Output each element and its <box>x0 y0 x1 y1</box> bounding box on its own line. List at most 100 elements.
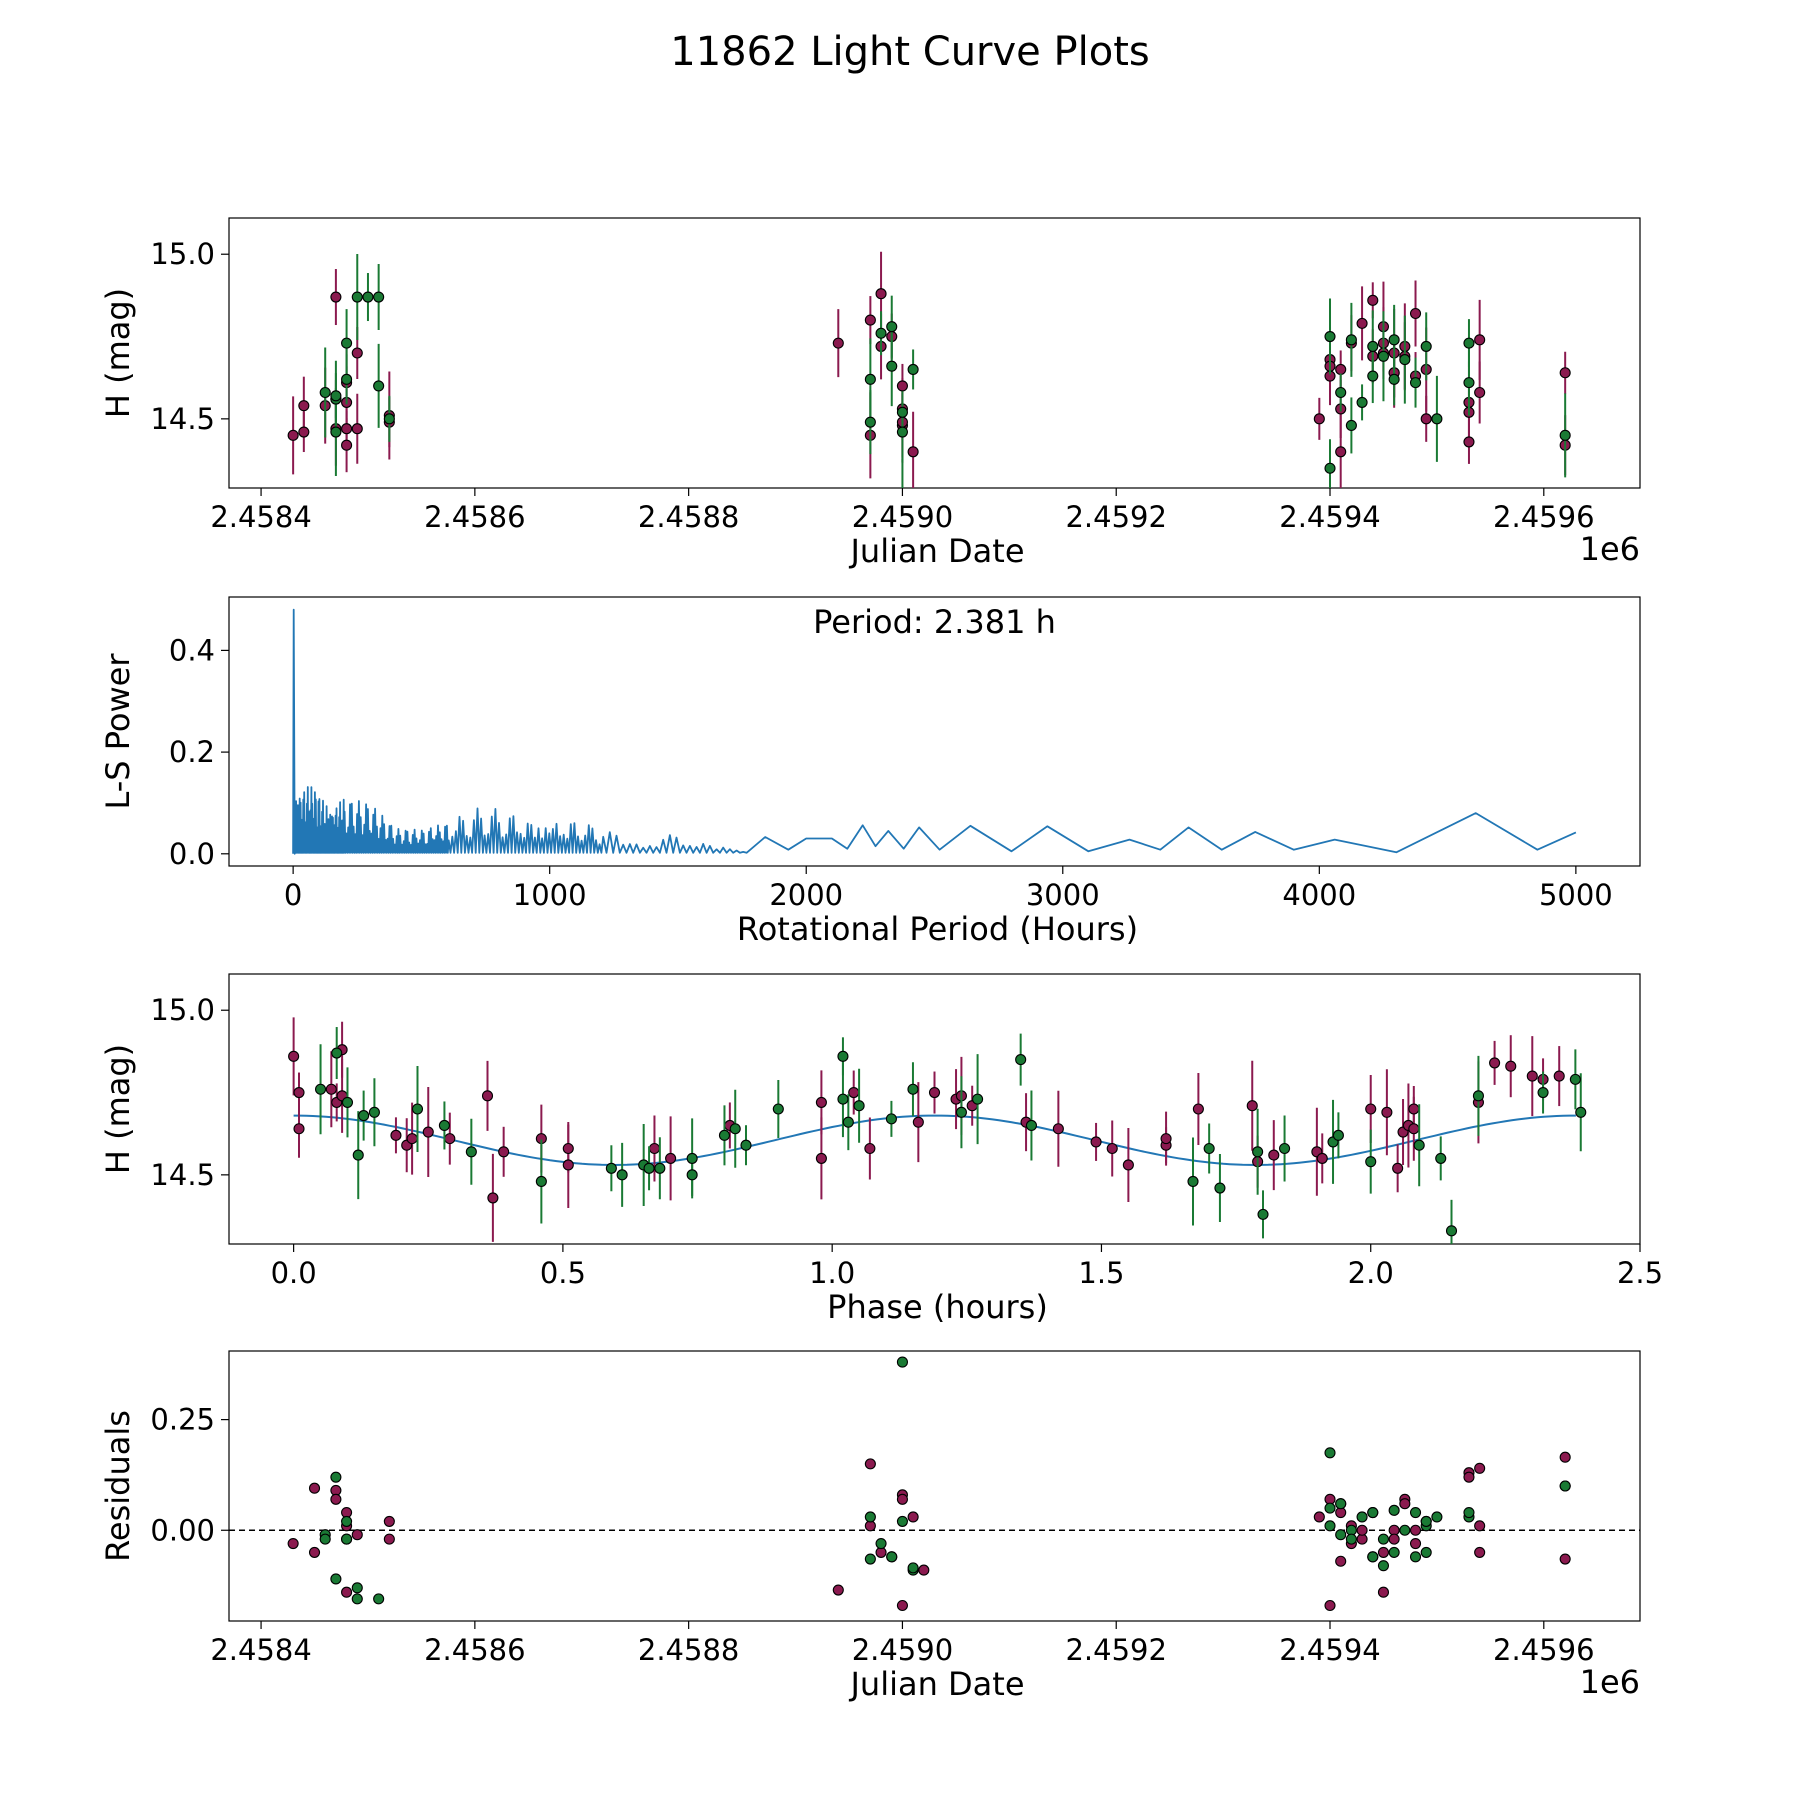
green-point <box>341 1533 353 1545</box>
green-point <box>319 1533 331 1545</box>
green-point <box>686 1152 698 1164</box>
green-point <box>1345 419 1357 431</box>
green-point <box>1367 370 1379 382</box>
magenta-point <box>907 1511 919 1523</box>
y-axis-label: H (mag) <box>99 1044 137 1174</box>
magenta-point <box>1365 1103 1377 1115</box>
green-point <box>1409 377 1422 389</box>
x-axis-label: Julian Date <box>848 532 1024 570</box>
green-point <box>1399 1524 1411 1536</box>
magenta-point <box>341 423 353 435</box>
y-tick-label: 0.4 <box>169 633 215 667</box>
green-point <box>465 1146 477 1158</box>
green-point <box>864 1553 876 1565</box>
magenta-point <box>1463 436 1475 448</box>
panels: 2.4584 2.4586 2.4588 2.4590 2.4592 2.4594 2.45… <box>99 217 1663 1703</box>
green-point <box>864 416 876 428</box>
green-point <box>1537 1086 1549 1099</box>
magenta-point <box>1489 1057 1501 1069</box>
magenta-point <box>308 1546 321 1558</box>
magenta-point <box>383 1533 395 1545</box>
magenta-point <box>287 429 299 441</box>
green-point <box>341 1096 354 1108</box>
green-point <box>315 1083 327 1095</box>
magenta-point <box>1463 1471 1475 1483</box>
magenta-point <box>293 1123 305 1135</box>
magenta-point <box>815 1152 827 1164</box>
magenta-point <box>444 1133 456 1145</box>
magenta-point <box>864 1142 876 1155</box>
green-point <box>330 1573 342 1585</box>
x-tick-label: 2000 <box>769 878 843 912</box>
x-tick-label: 2.4584 <box>210 1633 311 1667</box>
green-point <box>686 1169 698 1181</box>
magenta-point <box>298 426 310 438</box>
y-tick-label: 15.0 <box>150 237 215 271</box>
y-tick-label: 0.2 <box>169 735 215 769</box>
green-point <box>1335 1498 1347 1510</box>
magenta-point <box>648 1142 661 1155</box>
magenta-point <box>896 1599 908 1612</box>
x-tick-label: 1000 <box>513 878 587 912</box>
x-tick-label: 0.0 <box>271 1256 317 1290</box>
y-tick-label: 0.25 <box>150 1403 215 1437</box>
magenta-point <box>1409 1537 1422 1550</box>
green-point <box>1332 1129 1344 1141</box>
green-point <box>1463 1507 1475 1519</box>
magenta-point <box>1316 1152 1328 1164</box>
magenta-point <box>1408 1103 1420 1115</box>
green-point <box>383 413 395 425</box>
magenta-point <box>1313 1511 1325 1523</box>
x-axis-label: Rotational Period (Hours) <box>737 910 1138 948</box>
magenta-point <box>293 1086 305 1099</box>
magenta-point <box>1356 317 1368 329</box>
magenta-point <box>832 1584 844 1596</box>
x-tick-label: 5000 <box>1539 878 1613 912</box>
green-point <box>1463 337 1475 349</box>
green-point <box>896 1356 908 1368</box>
green-point <box>864 1511 876 1523</box>
green-point <box>1252 1146 1264 1158</box>
green-point <box>1345 334 1357 346</box>
magenta-point <box>815 1096 827 1108</box>
plot-area <box>288 1017 1587 1244</box>
green-point <box>1559 429 1571 441</box>
magenta-point <box>481 1090 494 1102</box>
green-point <box>1324 330 1336 343</box>
green-point <box>907 1562 919 1574</box>
green-point <box>341 373 353 385</box>
magenta-point <box>907 446 919 458</box>
y-tick-label: 0.00 <box>150 1513 215 1547</box>
green-point <box>1409 1507 1422 1519</box>
green-point <box>341 1515 353 1527</box>
green-point <box>535 1175 547 1187</box>
x-tick-label: 2.4596 <box>1493 1633 1594 1667</box>
figure-title: 11862 Light Curve Plots <box>670 29 1149 75</box>
green-point <box>331 1047 343 1059</box>
x-tick-label: 1.5 <box>1078 1256 1124 1290</box>
green-point <box>1420 1546 1432 1558</box>
x-tick-label: 2.4590 <box>852 500 953 534</box>
green-point <box>616 1169 628 1181</box>
green-point <box>358 1110 370 1122</box>
x-offset-label: 1e6 <box>1580 530 1640 568</box>
x-tick-label: 2.4588 <box>638 500 739 534</box>
magenta-point <box>832 337 844 349</box>
magenta-point <box>665 1152 677 1164</box>
magenta-point <box>1420 413 1432 425</box>
magenta-point <box>351 423 363 435</box>
x-tick-label: 2.4596 <box>1493 500 1594 534</box>
y-axis-label: H (mag) <box>99 288 137 418</box>
magenta-point <box>1559 1451 1571 1463</box>
green-point <box>1279 1142 1291 1155</box>
magenta-point <box>1356 1524 1368 1536</box>
magenta-point <box>341 439 353 451</box>
x-tick-label: 2.4590 <box>852 1633 953 1667</box>
x-tick-label: 2.4592 <box>1065 1633 1166 1667</box>
magenta-point <box>308 1482 321 1494</box>
green-point <box>896 426 908 438</box>
plot-area <box>292 608 1577 855</box>
magenta-point <box>325 1083 337 1095</box>
magenta-point <box>351 347 363 359</box>
green-point <box>1025 1119 1037 1132</box>
